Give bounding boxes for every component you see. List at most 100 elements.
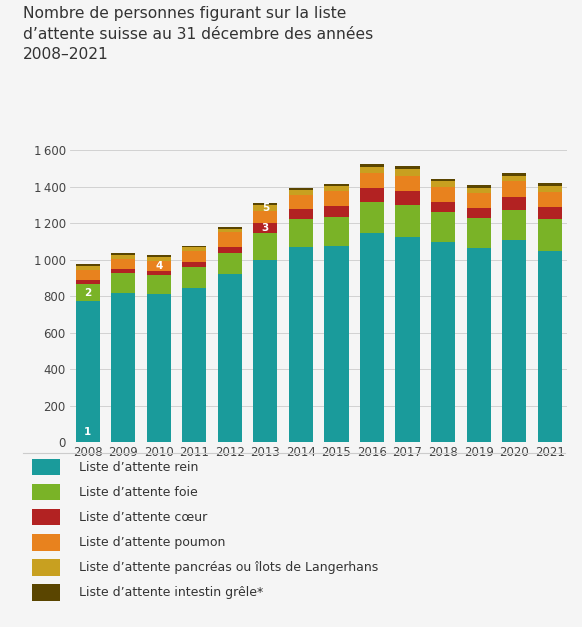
Bar (502, 173, 526, 176)
Bar (253, 211, 278, 223)
Bar (218, 253, 242, 275)
Bar (147, 271, 171, 275)
Bar (253, 205, 278, 211)
Bar (467, 188, 491, 193)
Bar (289, 219, 313, 247)
Text: 6: 6 (42, 587, 49, 598)
Bar (360, 167, 384, 173)
Bar (538, 192, 562, 207)
Bar (111, 273, 135, 293)
Bar (324, 186, 349, 191)
Bar (538, 251, 562, 442)
Bar (253, 260, 278, 442)
Bar (76, 270, 100, 280)
Bar (360, 164, 384, 167)
Bar (395, 169, 420, 176)
Bar (111, 293, 135, 442)
Text: Liste d’attente rein: Liste d’attente rein (79, 461, 198, 473)
Bar (502, 181, 526, 197)
Bar (467, 208, 491, 218)
Bar (111, 269, 135, 273)
Text: 3: 3 (42, 512, 49, 522)
Bar (218, 229, 242, 233)
Bar (147, 295, 171, 442)
Bar (395, 237, 420, 442)
Bar (111, 253, 135, 255)
Bar (324, 191, 349, 206)
Bar (395, 176, 420, 191)
Bar (289, 195, 313, 209)
Bar (431, 201, 455, 211)
Bar (182, 288, 207, 442)
Bar (289, 247, 313, 442)
Bar (182, 246, 207, 248)
Bar (147, 257, 171, 261)
Bar (76, 285, 100, 301)
Text: 1: 1 (42, 462, 49, 472)
Bar (324, 184, 349, 186)
Bar (431, 187, 455, 201)
Bar (467, 218, 491, 248)
Bar (360, 201, 384, 233)
Bar (253, 233, 278, 260)
Bar (395, 166, 420, 169)
Text: Liste d’attente foie: Liste d’attente foie (79, 486, 197, 498)
Bar (324, 217, 349, 246)
Bar (431, 211, 455, 241)
Bar (431, 241, 455, 442)
Bar (76, 265, 100, 266)
Text: 2: 2 (42, 487, 49, 497)
Text: Liste d’attente pancréas ou îlots de Langerhans: Liste d’attente pancréas ou îlots de Lan… (79, 561, 378, 574)
Bar (253, 223, 278, 233)
Bar (182, 248, 207, 251)
Bar (502, 197, 526, 209)
Text: Liste d’attente cœur: Liste d’attente cœur (79, 511, 207, 524)
Bar (182, 262, 207, 268)
Bar (324, 206, 349, 217)
Bar (431, 181, 455, 187)
Bar (467, 185, 491, 188)
Bar (502, 240, 526, 442)
Bar (502, 176, 526, 181)
Text: 5: 5 (42, 562, 49, 572)
Bar (289, 209, 313, 219)
Bar (76, 301, 100, 442)
Bar (218, 227, 242, 229)
Bar (289, 189, 313, 195)
Bar (182, 251, 207, 262)
Bar (111, 255, 135, 259)
Text: 4: 4 (42, 537, 49, 547)
Bar (218, 233, 242, 247)
Bar (111, 259, 135, 269)
Bar (147, 255, 171, 257)
Text: Liste d’attente poumon: Liste d’attente poumon (79, 536, 225, 549)
Bar (502, 209, 526, 240)
Bar (147, 275, 171, 295)
Bar (538, 183, 562, 186)
Bar (289, 188, 313, 189)
Bar (360, 173, 384, 188)
Bar (76, 280, 100, 285)
Bar (360, 188, 384, 201)
Bar (538, 207, 562, 219)
Bar (395, 191, 420, 205)
Bar (360, 233, 384, 442)
Text: 3: 3 (262, 223, 269, 233)
Bar (76, 266, 100, 270)
Bar (431, 179, 455, 181)
Text: 1: 1 (84, 428, 91, 438)
Bar (324, 246, 349, 442)
Text: 5: 5 (262, 203, 269, 213)
Bar (253, 203, 278, 205)
Bar (147, 261, 171, 271)
Bar (395, 205, 420, 237)
Bar (538, 186, 562, 192)
Bar (538, 219, 562, 251)
Text: 2: 2 (84, 288, 91, 298)
Bar (218, 275, 242, 442)
Bar (467, 193, 491, 208)
Bar (182, 268, 207, 288)
Text: Liste d’attente intestin grêle*: Liste d’attente intestin grêle* (79, 586, 263, 599)
Text: Nombre de personnes figurant sur la liste
d’attente suisse au 31 décembre des an: Nombre de personnes figurant sur la list… (23, 6, 374, 62)
Bar (467, 248, 491, 442)
